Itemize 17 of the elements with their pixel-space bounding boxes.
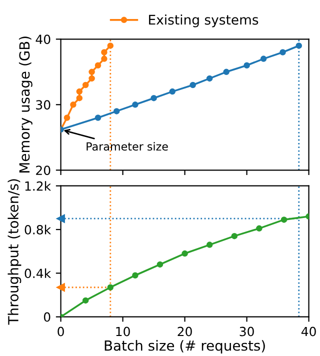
y-tick-label: 20 <box>36 166 50 176</box>
x-tick-label: 40 <box>301 326 316 336</box>
y-tick-label: 0.8k <box>24 224 52 234</box>
y-tick-label: 0.4k <box>24 268 52 278</box>
legend-label: Existing systems <box>149 14 258 28</box>
y-axis-title: Throughput (token/s) <box>8 179 22 325</box>
x-tick-label: 0 <box>58 326 64 336</box>
y-axis-title: Memory usage (GB) <box>18 36 32 172</box>
x-tick-label: 10 <box>116 326 130 336</box>
x-axis-title: Batch size (# requests) <box>104 340 265 354</box>
x-tick-label: 20 <box>178 326 192 336</box>
y-tick-label: 0 <box>44 312 50 322</box>
y-tick-label: 40 <box>36 34 50 44</box>
annotation: Parameter size <box>86 142 168 151</box>
x-tick-label: 30 <box>240 326 254 336</box>
y-tick-label: 1.2k <box>25 181 52 191</box>
y-tick-label: 30 <box>36 100 50 110</box>
